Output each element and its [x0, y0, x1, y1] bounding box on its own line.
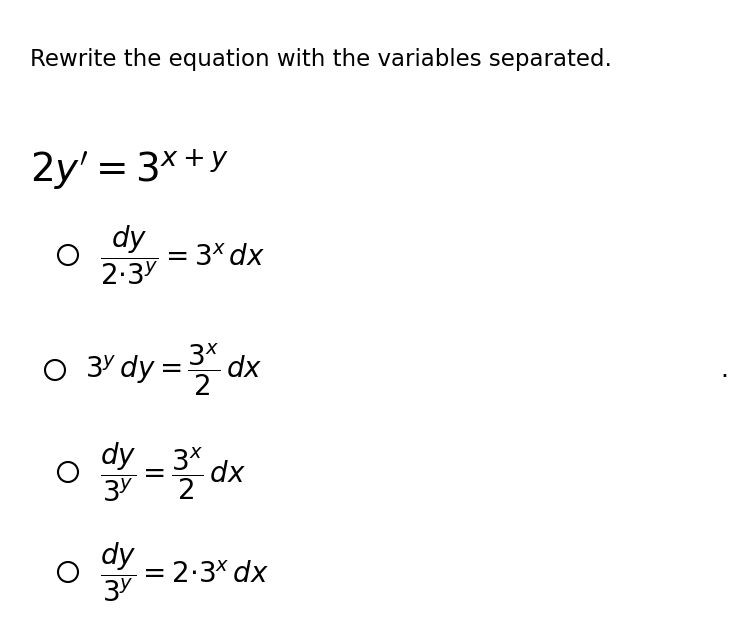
- Text: $3^{y}\,dy = \dfrac{3^{x}}{2}\,dx$: $3^{y}\,dy = \dfrac{3^{x}}{2}\,dx$: [85, 342, 262, 398]
- Text: Rewrite the equation with the variables separated.: Rewrite the equation with the variables …: [30, 48, 612, 71]
- Text: $2y' = 3^{x+y}$: $2y' = 3^{x+y}$: [30, 148, 229, 192]
- Text: .: .: [720, 358, 728, 382]
- Text: $\dfrac{dy}{2{\cdot}3^{y}} = 3^{x}\,dx$: $\dfrac{dy}{2{\cdot}3^{y}} = 3^{x}\,dx$: [100, 223, 265, 287]
- Text: $\dfrac{dy}{3^{y}} = \dfrac{3^{x}}{2}\,dx$: $\dfrac{dy}{3^{y}} = \dfrac{3^{x}}{2}\,d…: [100, 440, 246, 504]
- Text: $\dfrac{dy}{3^{y}} = 2{\cdot}3^{x}\,dx$: $\dfrac{dy}{3^{y}} = 2{\cdot}3^{x}\,dx$: [100, 540, 269, 604]
